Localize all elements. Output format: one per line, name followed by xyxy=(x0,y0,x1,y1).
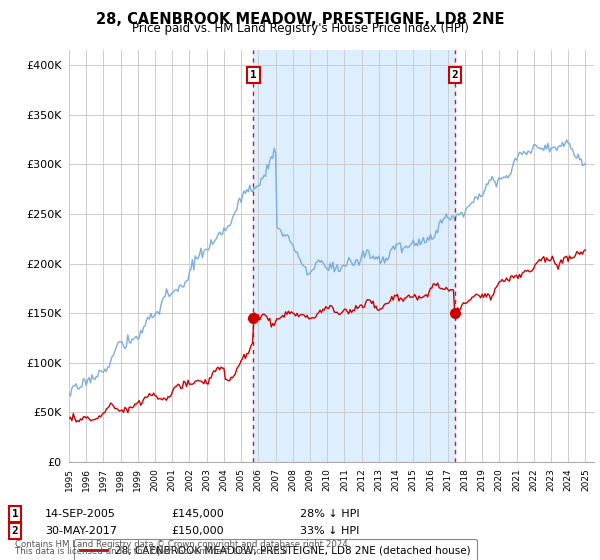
Text: £145,000: £145,000 xyxy=(171,509,224,519)
Text: Price paid vs. HM Land Registry's House Price Index (HPI): Price paid vs. HM Land Registry's House … xyxy=(131,22,469,35)
Bar xyxy=(253,50,455,462)
Text: 2: 2 xyxy=(452,70,458,80)
Text: 33% ↓ HPI: 33% ↓ HPI xyxy=(300,526,359,536)
Legend: 28, CAENBROOK MEADOW, PRESTEIGNE, LD8 2NE (detached house), HPI: Average price, : 28, CAENBROOK MEADOW, PRESTEIGNE, LD8 2N… xyxy=(74,539,477,560)
Text: £150,000: £150,000 xyxy=(171,526,224,536)
Text: 1: 1 xyxy=(11,509,19,519)
Text: 30-MAY-2017: 30-MAY-2017 xyxy=(45,526,117,536)
Text: 28% ↓ HPI: 28% ↓ HPI xyxy=(300,509,359,519)
Text: Contains HM Land Registry data © Crown copyright and database right 2024.: Contains HM Land Registry data © Crown c… xyxy=(15,540,350,549)
Text: 14-SEP-2005: 14-SEP-2005 xyxy=(45,509,116,519)
Text: This data is licensed under the Open Government Licence v3.0.: This data is licensed under the Open Gov… xyxy=(15,547,290,556)
Text: 1: 1 xyxy=(250,70,257,80)
Text: 28, CAENBROOK MEADOW, PRESTEIGNE, LD8 2NE: 28, CAENBROOK MEADOW, PRESTEIGNE, LD8 2N… xyxy=(96,12,504,27)
Text: 2: 2 xyxy=(11,526,19,536)
